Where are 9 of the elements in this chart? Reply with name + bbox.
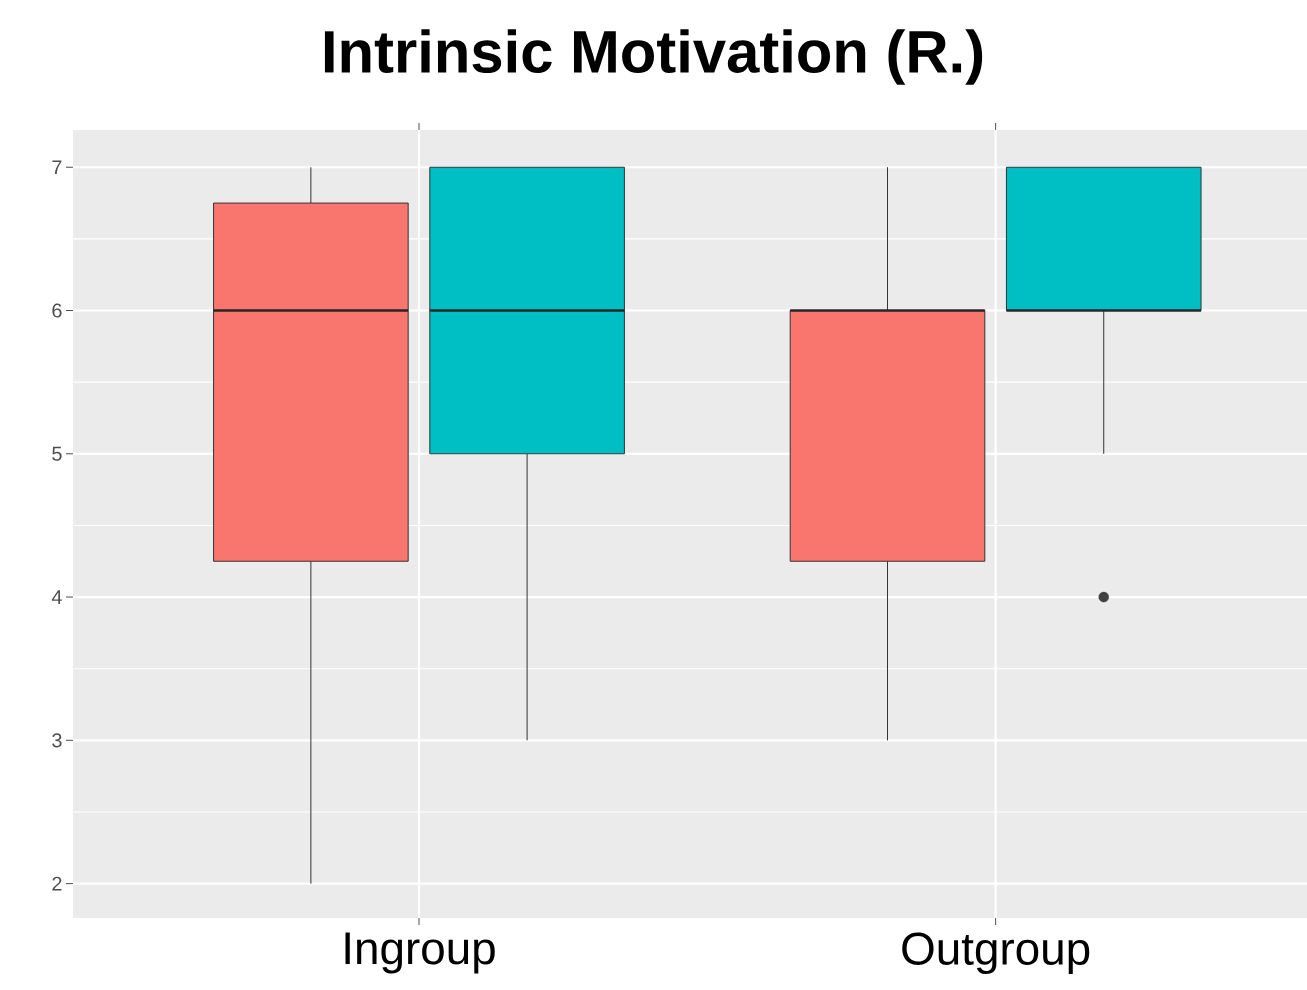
chart-title: Intrinsic Motivation (R.) [324,29,983,85]
x-tick-label: Outgroup [902,932,1090,975]
y-tick-label: 6 [52,303,62,318]
y-tick-label: 5 [52,446,62,461]
x-tick-label: Ingroup [345,932,495,974]
y-tick-label: 3 [52,733,62,748]
y-tick-label: 7 [52,160,62,175]
y-tick-label: 2 [52,876,62,891]
y-tick-label: 4 [51,590,62,604]
